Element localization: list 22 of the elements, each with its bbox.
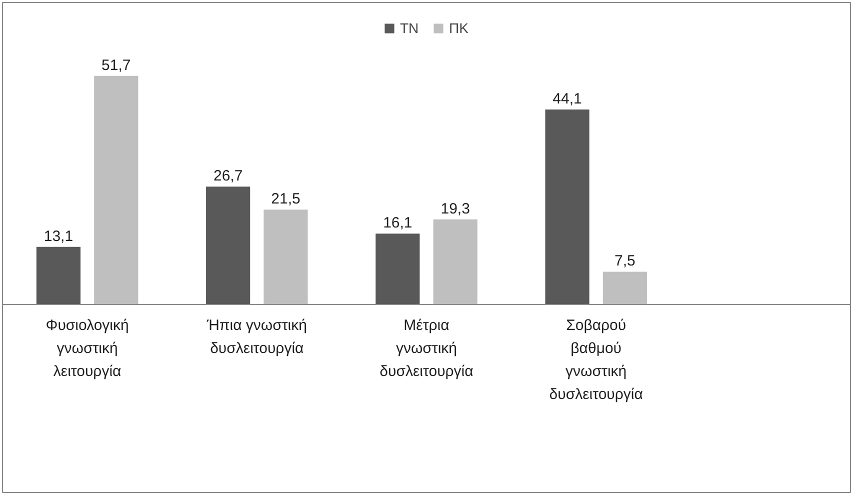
bar xyxy=(264,210,308,305)
data-label: 21,5 xyxy=(271,190,300,208)
bar xyxy=(376,234,420,305)
data-label: 16,1 xyxy=(383,214,412,232)
bar xyxy=(433,219,478,305)
legend-label: ΠΚ xyxy=(449,20,469,36)
data-label: 7,5 xyxy=(614,252,636,270)
x-tick-label: Σοβαρού βαθμού γνωστική δυσλειτουργία xyxy=(549,316,644,403)
x-tick-label: Φυσιολογική γνωστική λειτουργία xyxy=(46,316,129,380)
data-label: 19,3 xyxy=(440,200,470,218)
data-label: 13,1 xyxy=(44,228,74,245)
bar xyxy=(602,272,647,305)
x-tick-label: Μέτρια γνωστική δυσλειτουργία xyxy=(380,316,474,380)
data-label: 44,1 xyxy=(552,90,582,108)
bar xyxy=(94,76,138,305)
x-tick-label: Ήπια γνωστική δυσλειτουργία xyxy=(206,316,307,357)
bar xyxy=(36,246,81,305)
bar xyxy=(545,110,590,305)
bar xyxy=(206,186,250,305)
data-label: 26,7 xyxy=(213,168,243,185)
legend-label: ΤΝ xyxy=(400,20,420,36)
data-label: 51,7 xyxy=(102,56,131,74)
